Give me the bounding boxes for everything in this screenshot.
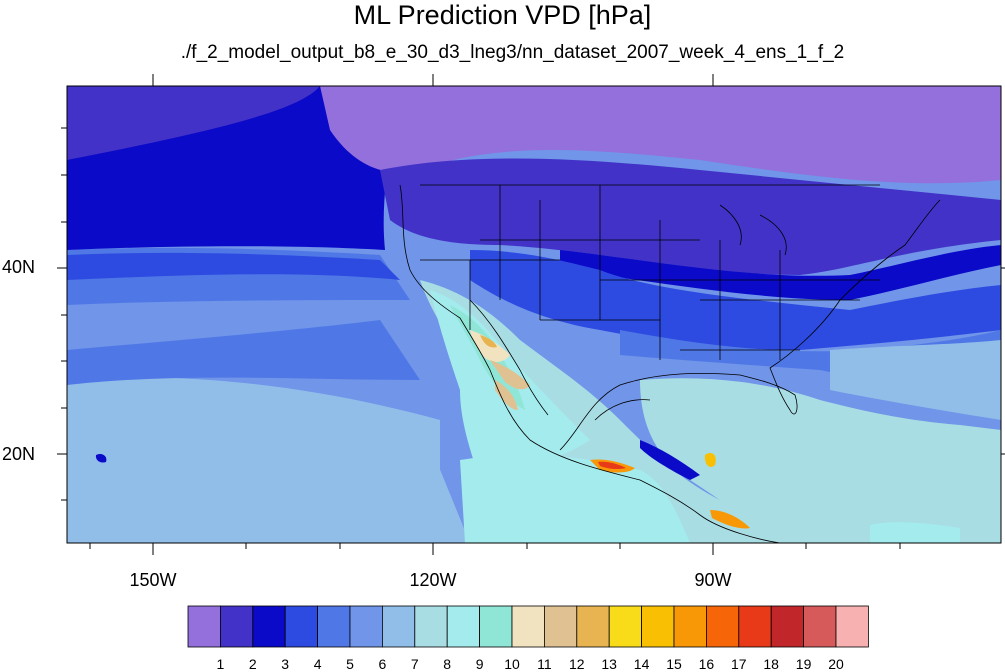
vpd-band-9b bbox=[460, 454, 690, 543]
vpd-band-2b bbox=[380, 158, 1001, 275]
colorbar-tick-label: 11 bbox=[537, 656, 552, 672]
vpd-band-12 bbox=[490, 360, 530, 390]
colorbar-tick-label: 7 bbox=[410, 656, 419, 672]
colorbar-tick-label: 19 bbox=[795, 656, 812, 672]
colorbar-swatch bbox=[770, 605, 805, 648]
vpd-band-18 bbox=[598, 461, 626, 470]
map-subtitle: ./f_2_model_output_b8_e_30_d3_lneg3/nn_d… bbox=[180, 42, 845, 63]
vpd-band-2 bbox=[67, 86, 320, 160]
vpd-band-7c bbox=[830, 340, 1001, 420]
colorbar-tick-label: 1 bbox=[216, 656, 225, 672]
colorbar-swatch bbox=[803, 605, 837, 648]
vpd-band-5 bbox=[67, 320, 420, 385]
colorbar-tick-label: 17 bbox=[731, 656, 747, 672]
colorbar-tick-label: 3 bbox=[281, 656, 290, 672]
lat-label-40n: 40N bbox=[2, 257, 36, 277]
colorbar-swatch bbox=[706, 605, 740, 648]
colorbar-swatch bbox=[608, 605, 643, 648]
hawaii-island bbox=[95, 453, 107, 463]
map-title: ML Prediction VPD [hPa] bbox=[353, 0, 652, 30]
colorbar-tick-label: 16 bbox=[698, 656, 715, 672]
colorbar-swatch bbox=[511, 605, 545, 648]
lon-label-150w: 150W bbox=[129, 570, 177, 590]
colorbar-swatch bbox=[317, 605, 351, 648]
colorbar-swatch bbox=[187, 605, 221, 648]
vpd-band-9c bbox=[870, 522, 960, 543]
colorbar bbox=[187, 605, 869, 648]
colorbar-swatch bbox=[576, 605, 610, 648]
colorbar-swatch bbox=[738, 605, 772, 648]
vpd-band-7b bbox=[67, 412, 470, 543]
colorbar-swatch bbox=[673, 605, 707, 648]
colorbar-tick-label: 18 bbox=[763, 656, 779, 672]
colorbar-tick-label: 13 bbox=[601, 656, 617, 672]
lon-label-120w: 120W bbox=[409, 570, 457, 590]
colorbar-swatch bbox=[284, 605, 319, 648]
colorbar-swatch bbox=[641, 605, 675, 648]
lat-label-20n: 20N bbox=[2, 444, 36, 464]
coastlines bbox=[399, 184, 941, 543]
colorbar-swatch bbox=[349, 605, 383, 648]
colorbar-swatch bbox=[544, 605, 578, 648]
colorbar-tick-label: 6 bbox=[378, 656, 387, 672]
vpd-band-16b bbox=[710, 510, 750, 529]
colorbar-swatch bbox=[479, 605, 513, 648]
vpd-band-1 bbox=[320, 86, 1001, 184]
colorbar-swatch bbox=[414, 605, 448, 648]
vpd-band-12b bbox=[495, 380, 518, 410]
colorbar-tick-label: 8 bbox=[443, 656, 452, 672]
colorbar-tick-label: 10 bbox=[504, 656, 520, 672]
colorbar-tick-label: 9 bbox=[475, 656, 484, 672]
lon-label-90w: 90W bbox=[694, 570, 732, 590]
colorbar-tick-label: 2 bbox=[248, 656, 257, 672]
colorbar-tick-label: 4 bbox=[313, 656, 322, 672]
colorbar-tick-label: 5 bbox=[346, 656, 354, 672]
colorbar-tick-label: 14 bbox=[633, 656, 650, 672]
vpd-band-3c bbox=[640, 440, 700, 480]
colorbar-tick-label: 20 bbox=[828, 656, 844, 672]
vpd-field bbox=[67, 86, 1001, 543]
colorbar-swatch bbox=[446, 605, 481, 648]
colorbar-swatch bbox=[381, 605, 416, 648]
axis-ticks bbox=[57, 74, 1005, 555]
vpd-band-8 bbox=[640, 378, 1001, 543]
colorbar-tick-label: 12 bbox=[569, 656, 585, 672]
vpd-band-15 bbox=[704, 453, 716, 467]
colorbar-tick-label: 15 bbox=[666, 656, 682, 672]
colorbar-swatch bbox=[835, 605, 869, 648]
vpd-band-4 bbox=[67, 252, 400, 280]
vpd-band-3b bbox=[560, 245, 1001, 300]
colorbar-swatch bbox=[252, 605, 286, 648]
vpd-band-8b bbox=[420, 280, 780, 543]
vpd-band-13 bbox=[480, 335, 497, 348]
colorbar-swatch bbox=[219, 605, 254, 648]
